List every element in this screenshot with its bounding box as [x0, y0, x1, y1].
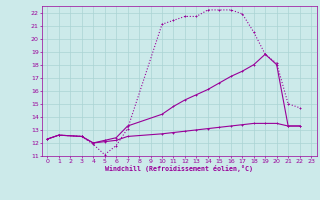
X-axis label: Windchill (Refroidissement éolien,°C): Windchill (Refroidissement éolien,°C) [105, 165, 253, 172]
